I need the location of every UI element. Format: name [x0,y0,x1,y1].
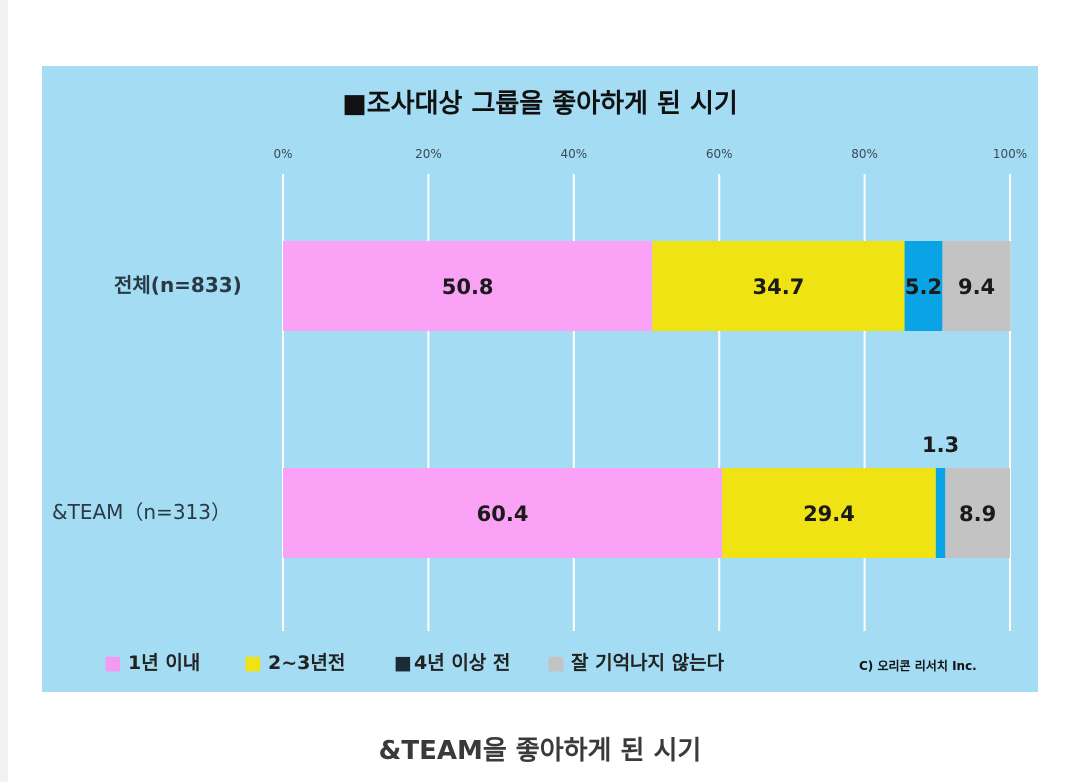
bar-segment-0-2 [904,241,943,331]
x-tick-label-5: 100% [993,147,1027,161]
value-label-1-0: 60.4 [477,502,529,526]
value-label-0-3: 9.4 [958,275,995,299]
value-label-1-1: 29.4 [803,502,855,526]
legend-label-2: 4년 이상 전 [414,652,510,674]
legend-marker-0: ■ [104,652,122,674]
value-label-1-3: 8.9 [959,502,996,526]
x-tick-label-3: 60% [706,147,733,161]
copyright-credit: C) 오리콘 리서치 Inc. [859,658,977,673]
x-tick-label-4: 80% [851,147,878,161]
value-label-1-2: 1.3 [922,433,959,457]
stacked-bar-chart: ■조사대상 그룹을 좋아하게 된 시기 0% 20% 40% 60% 80% 100% 5… [52,89,1027,674]
bar-segment-1-3 [945,468,1010,558]
chart-title: ■조사대상 그룹을 좋아하게 된 시기 [342,89,738,119]
bar-segment-0-0 [283,241,653,331]
value-label-0-1: 34.7 [753,275,805,299]
legend-marker-1: ■ [244,652,262,674]
bar-segment-1-1 [722,468,936,558]
legend-marker-3: ■ [547,652,565,674]
image-caption: &TEAM을 좋아하게 된 시기 [378,736,702,766]
value-label-0-0: 50.8 [442,275,494,299]
legend-label-3: 잘 기억나지 않는다 [571,652,725,674]
value-label-0-2: 5.2 [905,275,942,299]
bar-segment-1-0 [283,468,723,558]
x-tick-label-0: 0% [273,147,292,161]
category-label-1: &TEAM（n=313） [52,500,231,524]
bar-segment-0-1 [652,241,905,331]
category-label-0: 전체(n=833) [114,273,242,297]
legend-label-1: 2~3년전 [268,652,345,674]
chart-panel: ■조사대상 그룹을 좋아하게 된 시기 0% 20% 40% 60% 80% 100% 5… [42,66,1038,692]
bar-segment-0-3 [942,241,1011,331]
legend-label-0: 1년 이내 [128,652,200,674]
left-border-strip [0,0,8,782]
x-tick-label-2: 40% [560,147,587,161]
x-tick-label-1: 20% [415,147,442,161]
legend-marker-2: ■ [394,652,412,674]
bar-segment-1-2 [935,468,946,558]
